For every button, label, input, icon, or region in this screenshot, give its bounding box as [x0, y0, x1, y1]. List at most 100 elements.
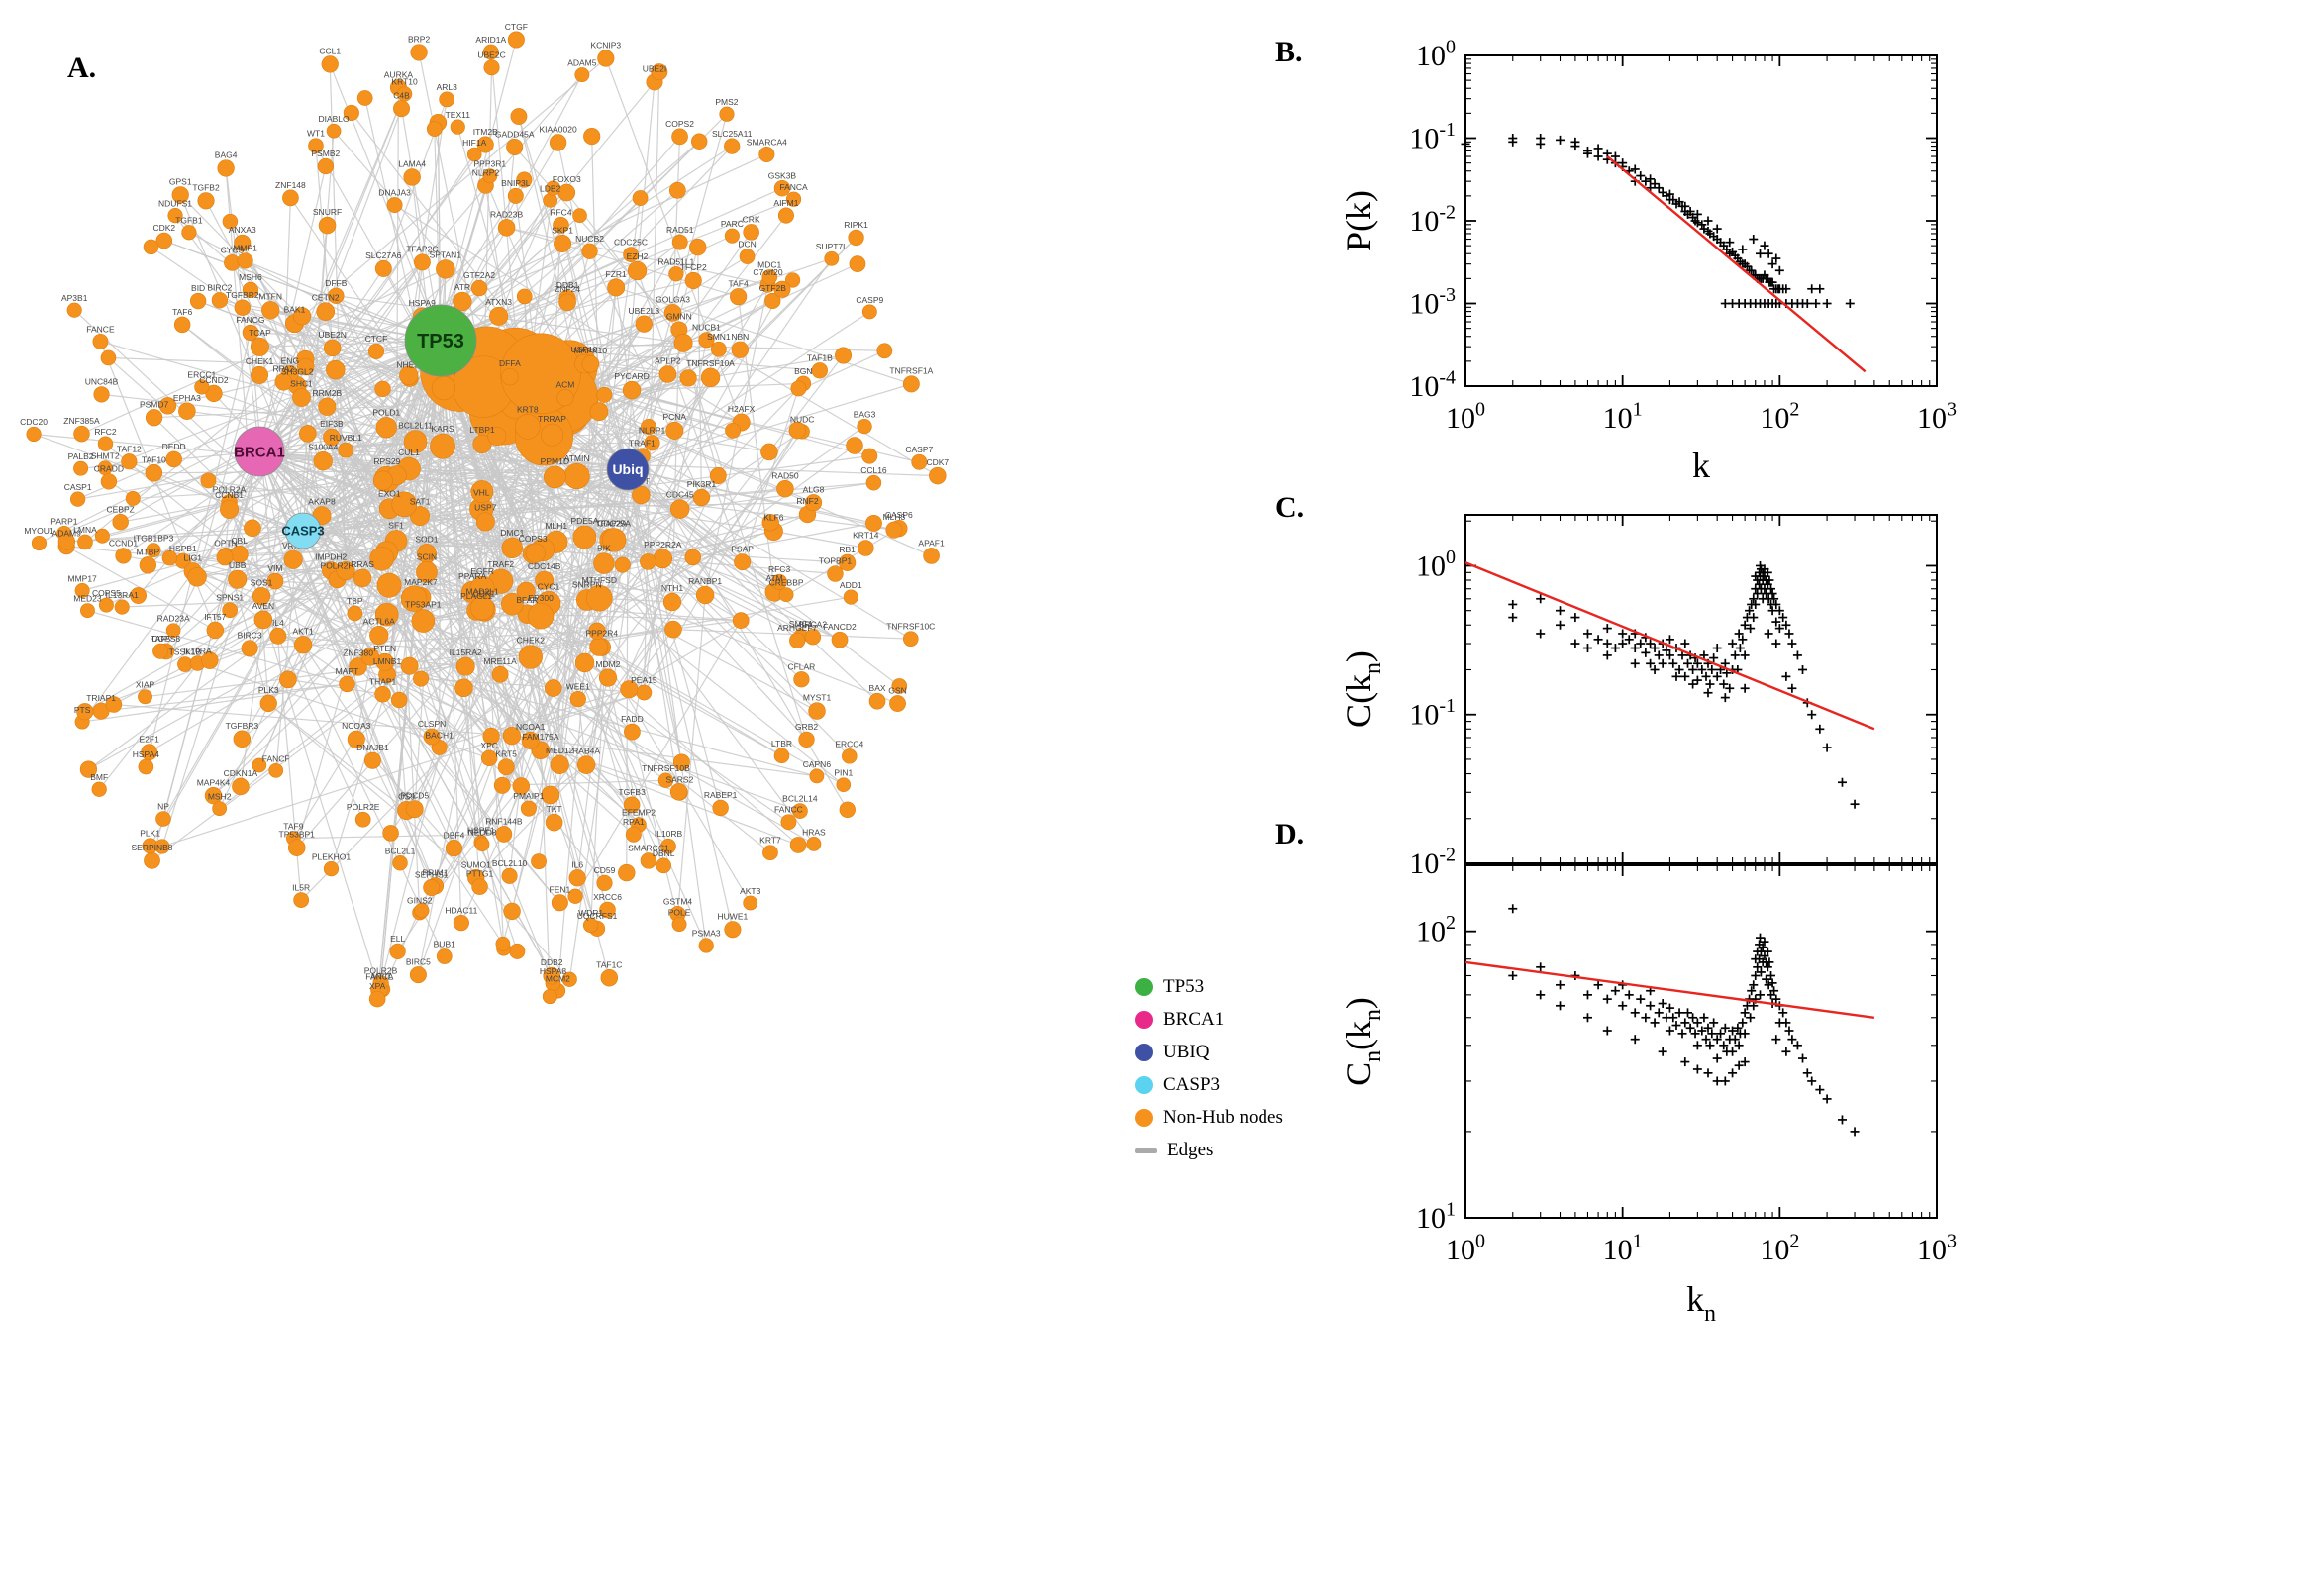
non-hub-node — [607, 278, 626, 297]
non-hub-node — [450, 119, 465, 135]
non-hub-node — [550, 754, 569, 774]
non-hub-node — [279, 670, 297, 689]
node-label: BNIP3L — [501, 178, 531, 188]
non-hub-node — [600, 968, 619, 987]
non-hub-node — [347, 605, 363, 622]
non-hub-node — [197, 192, 215, 210]
node-label: DNAJB1 — [356, 743, 389, 752]
node-label: RNF2 — [796, 496, 818, 506]
node-label: EIF3B — [320, 419, 344, 429]
non-hub-node — [375, 417, 397, 439]
y-axis-title: Cn(kn) — [1339, 997, 1386, 1086]
node-label: APLP2 — [655, 355, 681, 365]
non-hub-node — [695, 585, 715, 605]
node-label: MDC1 — [758, 259, 781, 269]
node-label: SH3GL2 — [281, 366, 314, 376]
panel-d-label: D. — [1275, 818, 1305, 850]
non-hub-node — [241, 640, 258, 657]
non-hub-node — [171, 186, 189, 204]
non-hub-node — [809, 768, 825, 784]
non-hub-node — [777, 207, 794, 224]
axis-tick-label: 100 — [1416, 547, 1456, 583]
node-label: SUMO1 — [461, 859, 492, 869]
non-hub-node — [222, 213, 239, 230]
non-hub-node — [155, 232, 173, 249]
non-hub-node — [671, 917, 687, 933]
node-label: IL6 — [571, 859, 583, 869]
non-hub-node — [724, 228, 740, 244]
non-hub-node — [201, 651, 219, 669]
non-hub-node — [356, 90, 373, 106]
non-hub-node — [403, 168, 421, 186]
non-hub-node — [760, 443, 778, 461]
legend-label: CASP3 — [1163, 1074, 1221, 1095]
non-hub-node — [543, 465, 566, 489]
non-hub-node — [244, 519, 261, 538]
node-label: PEA15 — [631, 675, 657, 685]
node-label: PTTG1 — [466, 869, 494, 879]
node-label: GSTM4 — [663, 896, 693, 906]
non-hub-node — [73, 460, 89, 476]
node-label: CRK — [743, 214, 760, 224]
node-label: TCAP — [249, 328, 271, 338]
non-hub-node — [216, 549, 234, 566]
node-label: OS9 — [398, 791, 415, 801]
node-label: RAD23A — [157, 614, 190, 624]
node-label: CEBPZ — [107, 504, 135, 514]
non-hub-node — [472, 434, 492, 454]
non-hub-node — [212, 801, 228, 816]
node-label: XIAP — [136, 680, 155, 690]
non-hub-node — [601, 528, 627, 552]
node-label: BID — [191, 283, 205, 293]
node-label: TKT — [547, 804, 562, 814]
non-hub-node — [369, 626, 389, 646]
non-hub-node — [724, 921, 742, 939]
node-label: TRAF2 — [487, 559, 514, 569]
non-hub-node — [252, 757, 267, 773]
network-nodes — [26, 31, 947, 1008]
non-hub-node — [367, 343, 385, 360]
non-hub-node — [730, 288, 748, 306]
non-hub-node — [173, 316, 191, 334]
hub-node-brca1 — [234, 426, 285, 477]
node-label: RPA1 — [623, 817, 645, 827]
node-label: RB1 — [839, 545, 856, 554]
data-points — [1508, 560, 1860, 809]
non-hub-node — [143, 239, 159, 255]
non-hub-node — [658, 365, 677, 383]
node-label: SF1 — [388, 520, 404, 530]
node-label: FANCG — [236, 315, 264, 325]
node-label: ZNF380 — [343, 648, 373, 658]
non-hub-node — [287, 839, 306, 856]
non-hub-node — [911, 453, 928, 470]
node-label: FADD — [621, 714, 644, 724]
node-label: UQCRFS1 — [577, 911, 618, 921]
non-hub-node — [455, 656, 475, 676]
non-hub-node — [26, 426, 42, 443]
node-label: BRCA2 — [799, 619, 828, 629]
node-label: SLC25A11 — [712, 129, 753, 139]
non-hub-node — [804, 629, 822, 646]
non-hub-node — [138, 758, 154, 775]
non-hub-node — [665, 421, 684, 440]
non-hub-node — [543, 966, 560, 985]
fit-line — [1464, 561, 1875, 731]
node-label: RAB4A — [572, 747, 600, 756]
node-label: DEDD — [162, 442, 186, 451]
non-hub-node — [689, 238, 707, 256]
non-hub-node — [586, 584, 613, 612]
node-label: CTCF — [365, 334, 388, 344]
non-hub-node — [178, 402, 196, 420]
node-label: APAF1 — [918, 538, 945, 548]
non-hub-node — [399, 365, 419, 385]
node-label: ITGB1BP3 — [134, 534, 174, 544]
non-hub-node — [836, 777, 852, 793]
node-label: MTFN — [258, 291, 282, 301]
axis-tick-label: 101 — [1603, 398, 1643, 435]
non-hub-node — [891, 678, 908, 694]
non-hub-node — [497, 758, 515, 776]
node-label: MAP4K4 — [197, 777, 231, 787]
non-hub-node — [501, 592, 524, 616]
non-hub-node — [154, 839, 170, 854]
non-hub-node — [669, 783, 688, 801]
